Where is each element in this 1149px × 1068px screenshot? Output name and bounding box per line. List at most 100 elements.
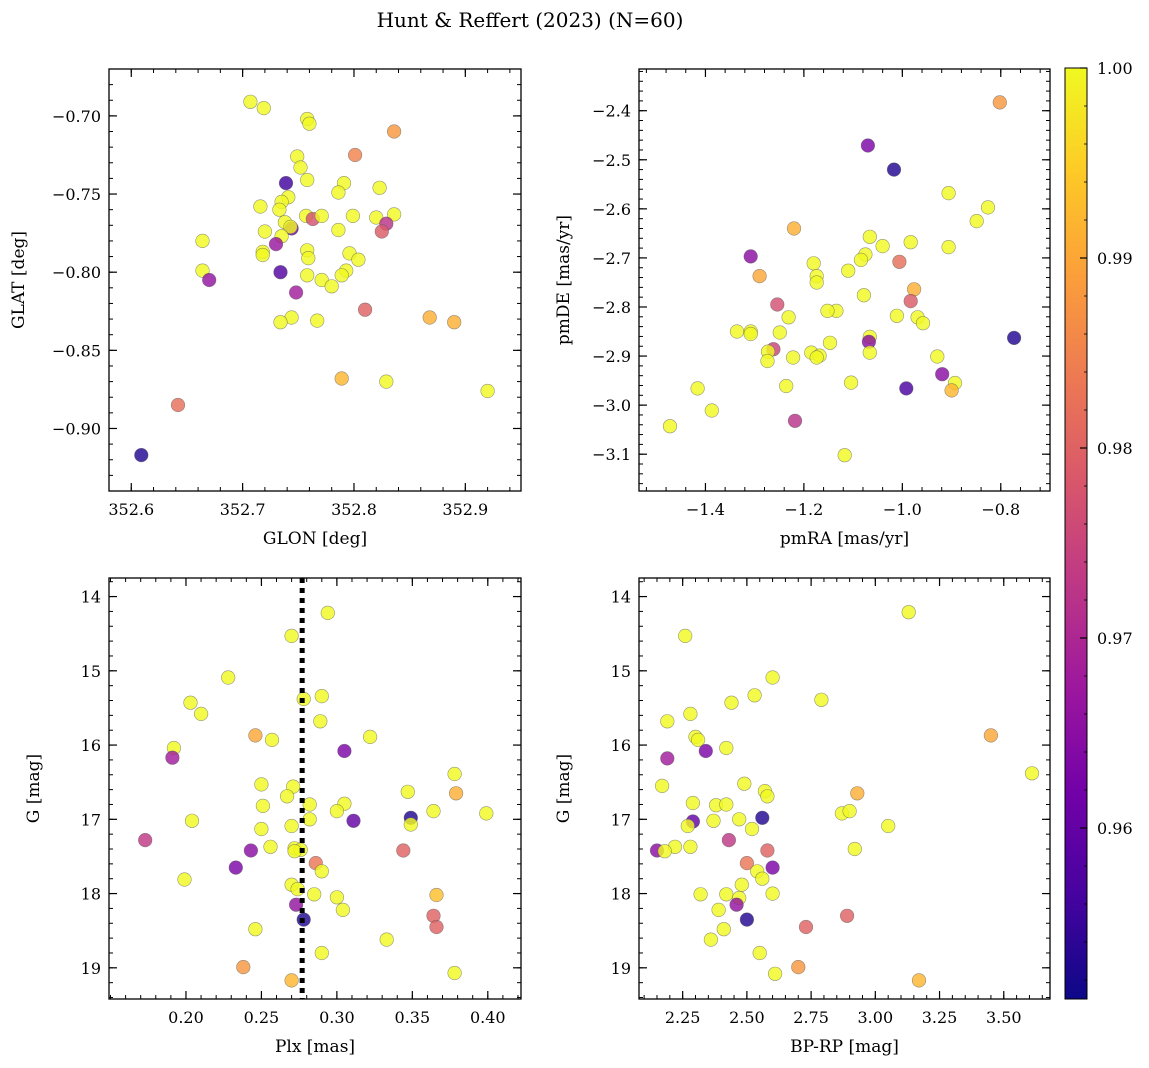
data-point: [372, 180, 387, 195]
y-tick-label: 14: [81, 588, 101, 607]
data-point: [935, 367, 950, 382]
data-point: [284, 628, 299, 644]
data-point: [886, 162, 902, 177]
data-point: [138, 832, 153, 848]
data-point: [765, 860, 780, 875]
data-point: [729, 897, 744, 912]
y-tick-label: 15: [611, 662, 631, 681]
data-point: [983, 728, 999, 743]
data-point: [320, 605, 335, 621]
data-point: [358, 302, 373, 317]
data-point: [930, 349, 945, 364]
data-point: [693, 887, 708, 902]
y-tick-label: 15: [81, 662, 101, 681]
y-tick-label: 16: [81, 736, 101, 755]
colorbar-tick-label: 0.96: [1097, 819, 1133, 838]
data-point: [853, 252, 869, 267]
data-point: [202, 272, 217, 288]
data-point: [903, 294, 918, 309]
x-tick-label: 2.50: [729, 1008, 765, 1027]
data-point: [716, 922, 731, 937]
data-point: [302, 116, 317, 131]
y-axis-label: GLAT [deg]: [9, 231, 29, 329]
data-point: [847, 841, 862, 857]
data-point: [843, 375, 859, 390]
y-axis-label: pmDE [mas/yr]: [554, 215, 574, 345]
data-point: [313, 714, 328, 729]
data-point: [781, 310, 796, 325]
y-tick-label: −0.85: [52, 341, 101, 360]
data-point: [892, 254, 907, 269]
y-tick-label: −2.7: [592, 249, 631, 268]
data-point: [743, 326, 758, 342]
data-point: [243, 94, 258, 109]
data-point: [685, 795, 701, 811]
x-tick-label: 2.25: [665, 1008, 701, 1027]
data-point: [862, 345, 877, 360]
data-point: [765, 886, 780, 901]
data-point: [706, 813, 721, 828]
data-point: [850, 786, 865, 801]
data-point: [690, 732, 706, 748]
data-point: [314, 864, 329, 879]
x-tick-label: 3.00: [858, 1008, 894, 1027]
data-point: [680, 818, 695, 834]
data-point: [400, 784, 415, 799]
data-point: [1024, 766, 1040, 781]
x-tick-label: −0.8: [981, 500, 1020, 519]
data-point: [184, 813, 200, 828]
y-tick-label: −2.4: [592, 102, 631, 121]
colorbar-tick-label: 0.98: [1097, 439, 1133, 458]
panel-glon-glat: 352.6 352.7 352.8 352.9 −0.90 −0.85 −0.80 −0.75…: [9, 68, 522, 549]
x-tick-label: 352.8: [331, 500, 377, 519]
data-point: [911, 973, 927, 988]
x-tick-label: −1.4: [686, 500, 725, 519]
data-point: [747, 688, 762, 703]
data-point: [683, 839, 698, 854]
data-point: [307, 887, 322, 902]
data-point: [396, 843, 411, 858]
data-point: [302, 797, 317, 812]
data-point: [324, 279, 339, 294]
data-point: [351, 252, 366, 267]
data-point: [183, 695, 198, 710]
data-point: [806, 256, 821, 271]
y-tick-label: 19: [81, 959, 101, 978]
data-point: [889, 308, 905, 323]
data-point: [856, 288, 872, 303]
y-tick-label: 18: [81, 885, 101, 904]
axis-ticks: −1.4 −1.2 −1.0 −0.8 −3.1 −3.0 −2.9 −2.8 −2.7 −2.6…: [592, 69, 1050, 519]
data-point: [820, 303, 835, 319]
data-point: [809, 350, 824, 365]
panel-plx-g: 0.20 0.25 0.30 0.35 0.40 14 15 16 17 18 19 Plx [mas…: [24, 577, 522, 1057]
colorbar-gradient: [1064, 67, 1088, 1000]
x-tick-label: 0.35: [395, 1008, 431, 1027]
data-point: [363, 729, 378, 745]
data-point: [248, 728, 263, 743]
data-point: [862, 229, 877, 244]
data-point: [837, 448, 852, 463]
y-tick-label: −2.5: [592, 151, 631, 170]
data-point: [348, 147, 363, 163]
data-point: [899, 381, 914, 396]
data-point: [698, 743, 713, 759]
data-point: [785, 350, 801, 365]
data-point: [915, 316, 931, 331]
data-point: [334, 371, 349, 386]
data-point: [690, 381, 705, 396]
data-point: [786, 221, 802, 236]
data-point: [314, 688, 329, 704]
y-tick-label: 18: [611, 885, 631, 904]
data-point: [379, 374, 394, 389]
data-point: [734, 877, 749, 892]
data-point: [841, 263, 856, 278]
y-tick-label: −0.70: [52, 107, 101, 126]
data-point: [755, 871, 770, 886]
data-point: [724, 695, 739, 710]
y-axis-label: G [mag]: [554, 754, 574, 823]
data-point: [177, 872, 192, 887]
data-point: [719, 797, 734, 812]
colorbar-tick-label: 0.97: [1097, 629, 1133, 648]
data-point: [165, 750, 180, 765]
data-point: [760, 353, 775, 369]
